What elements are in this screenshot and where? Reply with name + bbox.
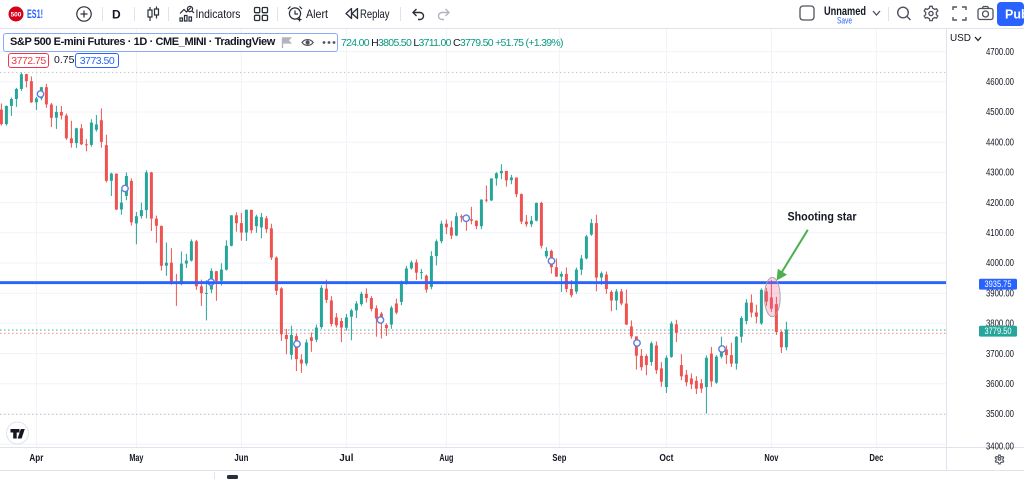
svg-text:4400.00: 4400.00	[986, 137, 1014, 148]
svg-text:Aug: Aug	[439, 453, 453, 464]
svg-text:4500.00: 4500.00	[986, 107, 1014, 118]
svg-text:Indicators: Indicators	[196, 7, 241, 21]
svg-text:3600.00: 3600.00	[986, 379, 1014, 390]
svg-text:3400.00: 3400.00	[986, 441, 1014, 452]
svg-text:Pub: Pub	[1005, 8, 1024, 22]
svg-text:Jun: Jun	[234, 453, 248, 464]
svg-text:Dec: Dec	[869, 453, 883, 464]
svg-text:4200.00: 4200.00	[986, 198, 1014, 209]
svg-text:4100.00: 4100.00	[986, 228, 1014, 239]
svg-text:USD: USD	[950, 33, 971, 44]
svg-text:Shooting star: Shooting star	[788, 210, 857, 224]
svg-text:Sep: Sep	[552, 453, 566, 464]
svg-text:4600.00: 4600.00	[986, 77, 1014, 88]
svg-text:D: D	[112, 8, 121, 22]
svg-text:Apr: Apr	[29, 453, 43, 464]
svg-text:Replay: Replay	[360, 7, 390, 21]
svg-text:Save: Save	[837, 16, 852, 26]
svg-text:3500.00: 3500.00	[986, 409, 1014, 420]
svg-text:3900.00: 3900.00	[986, 288, 1014, 299]
svg-text:Oct: Oct	[659, 453, 674, 464]
svg-text:Nov: Nov	[764, 453, 778, 464]
svg-text:4000.00: 4000.00	[986, 258, 1014, 269]
svg-text:4300.00: 4300.00	[986, 168, 1014, 179]
svg-text:Alert: Alert	[306, 7, 329, 21]
svg-text:3779.50: 3779.50	[985, 326, 1012, 336]
svg-text:4700.00: 4700.00	[986, 47, 1014, 58]
svg-text:Unnamed: Unnamed	[824, 4, 866, 18]
svg-text:500: 500	[11, 12, 22, 19]
svg-text:May: May	[129, 453, 143, 464]
svg-text:3800.00: 3800.00	[986, 319, 1014, 330]
svg-text:Jul: Jul	[339, 453, 353, 464]
svg-text:3700.00: 3700.00	[986, 349, 1014, 360]
svg-text:ES1!: ES1!	[27, 9, 43, 21]
svg-text:3935.75: 3935.75	[985, 279, 1012, 289]
